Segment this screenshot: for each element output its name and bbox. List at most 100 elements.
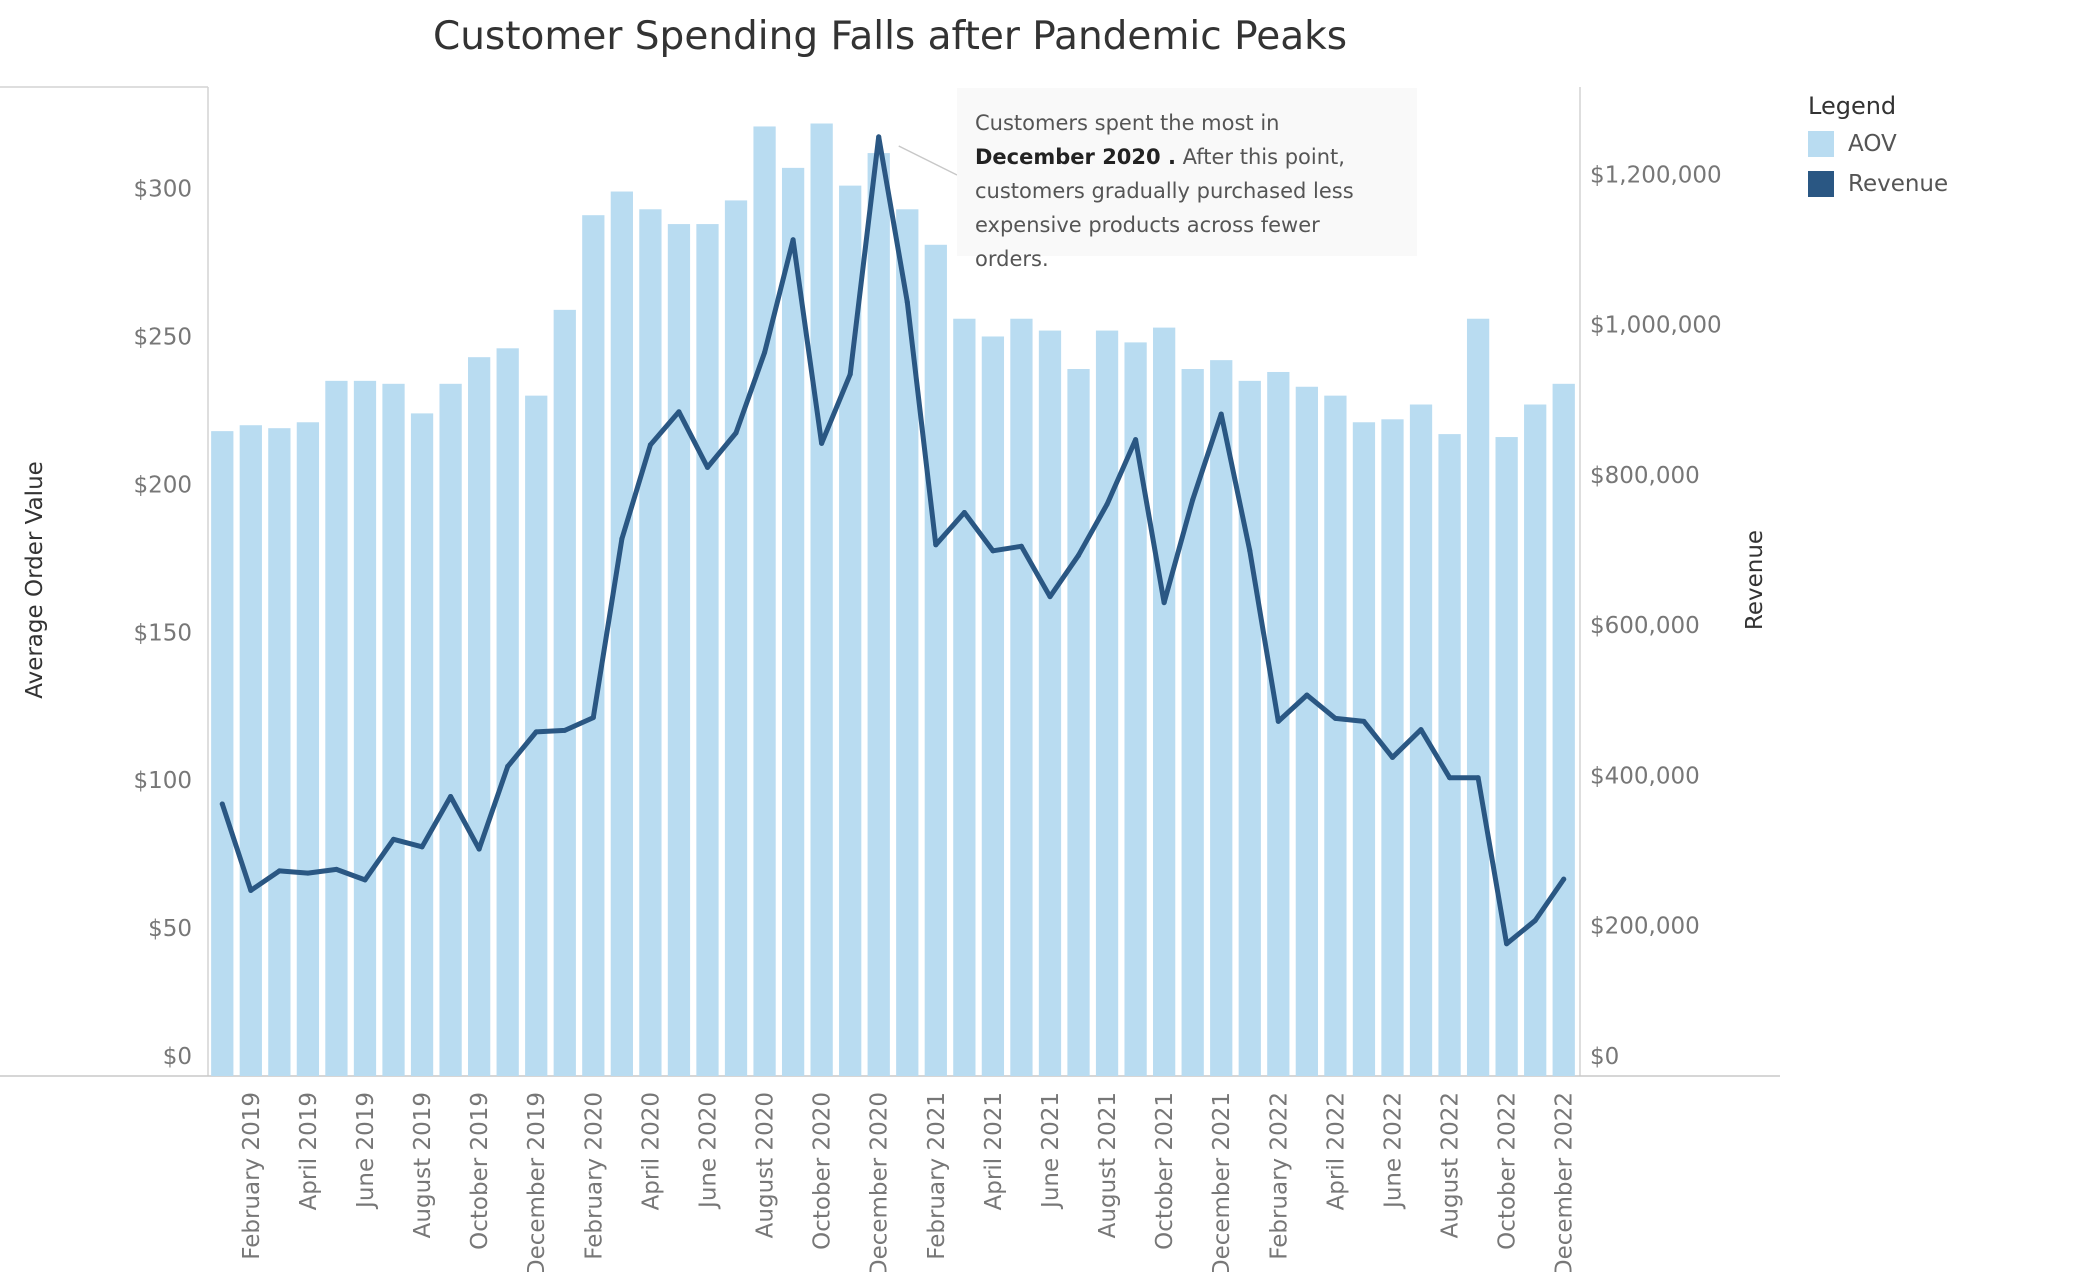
x-tick-label: February 2019 [239,1092,265,1260]
revenue-point [733,430,739,436]
aov-bar [781,167,805,1076]
aov-bar [667,224,691,1077]
x-tick-label: October 2021 [1152,1092,1178,1250]
annotation-connector [898,145,958,176]
aov-bar [810,123,833,1076]
y-right-tick-label: $200,000 [1590,914,1700,940]
y-right-tick-label: $1,000,000 [1590,313,1722,339]
aov-bar [410,413,434,1076]
legend-label-aov: AOV [1848,131,1897,157]
x-tick-label: December 2020 [867,1092,893,1272]
aov-bar [468,357,491,1076]
legend-label-revenue: Revenue [1848,171,1949,197]
aov-bar [1552,383,1575,1077]
y-left-tick-label: $50 [148,916,192,942]
x-tick-label: February 2022 [1266,1092,1292,1260]
aov-bar [382,383,405,1077]
aov-bar [353,380,377,1076]
revenue-point [448,794,454,800]
annotation-text-before: Customers spent the most in [975,111,1280,135]
x-tick-label: June 2020 [696,1092,722,1210]
annotation-box: Customers spent the most in December 202… [957,88,1417,271]
aov-bar [839,185,862,1076]
x-tick-label: August 2022 [1438,1092,1464,1238]
aov-bar [753,126,776,1077]
revenue-point [819,440,825,446]
aov-bar [1095,330,1119,1076]
aov-bar [1324,395,1347,1076]
aov-bar [1295,386,1318,1076]
aov-bar [211,431,234,1077]
aov-bar [553,309,576,1076]
aov-bar [296,422,320,1077]
revenue-point [619,536,625,542]
revenue-point [1532,917,1538,923]
aov-bar [1210,360,1233,1077]
revenue-point [933,542,939,548]
revenue-point [505,763,511,769]
revenue-line [219,134,1567,947]
y-right-tick-label: $600,000 [1590,613,1700,639]
legend-item-revenue[interactable]: Revenue [1808,164,1948,204]
revenue-point [1447,775,1453,781]
aov-bar [1524,404,1547,1076]
y-left-tick-label: $300 [133,177,192,203]
revenue-point [1104,501,1110,507]
aov-bar [1466,318,1490,1076]
revenue-point [333,866,339,872]
aov-bar [1010,318,1033,1076]
x-tick-label: October 2020 [810,1092,836,1250]
revenue-point [1418,727,1424,733]
revenue-point [1304,692,1310,698]
aov-bar [924,244,947,1076]
revenue-point [1504,941,1510,947]
revenue-point [1389,754,1395,760]
revenue-point [762,349,768,355]
y-left-axis-title: Average Order Value [22,461,48,699]
revenue-point [1076,552,1082,558]
aov-bar [582,215,605,1076]
aov-bar [639,209,662,1076]
aov-bar [696,224,719,1077]
aov-bar [439,383,462,1077]
revenue-point [1361,718,1367,724]
x-tick-label: April 2021 [981,1092,1007,1210]
revenue-point [1190,497,1196,503]
x-tick-label: August 2019 [410,1092,436,1238]
revenue-point [305,870,311,876]
x-tick-label: February 2021 [924,1092,950,1260]
aov-bar [953,318,976,1076]
legend-title: Legend [1808,92,1897,120]
revenue-point [219,801,225,807]
aov-bar [1438,434,1461,1076]
y-right-tick-label: $0 [1590,1044,1619,1070]
y-left-tick-label: $250 [133,324,192,350]
revenue-point [362,877,368,883]
y-left-tick-label: $100 [133,768,192,794]
x-tick-label: October 2019 [467,1092,493,1250]
x-tick-label: June 2021 [1038,1092,1064,1210]
aov-bar [867,153,890,1076]
legend-item-aov[interactable]: AOV [1808,124,1948,164]
aov-bar [610,191,633,1076]
legend: Legend AOV Revenue [1808,92,1948,204]
x-tick-label: October 2022 [1495,1092,1521,1250]
aov-bar [525,395,548,1076]
revenue-point [248,887,254,893]
revenue-point [1561,876,1567,882]
revenue-point [1018,543,1024,549]
revenue-point [276,868,282,874]
revenue-point [476,846,482,852]
aov-bar [268,428,291,1076]
revenue-point [1047,594,1053,600]
revenue-point [1332,715,1338,721]
aov-bar [1124,342,1147,1076]
revenue-point [391,836,397,842]
revenue-point [876,134,882,140]
x-tick-label: December 2019 [524,1092,550,1272]
revenue-point [1218,411,1224,417]
y-left-tick-label: $0 [163,1044,192,1070]
revenue-point [419,844,425,850]
aov-bar [496,348,519,1076]
aov-bar [1352,422,1376,1077]
